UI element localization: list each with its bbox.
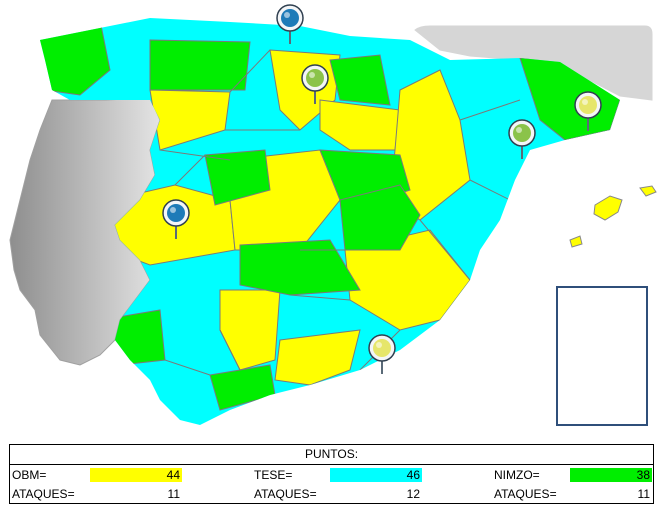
player-obm-points: 44 (90, 468, 182, 482)
player-nimzo-attacks-label: ATAQUES= (494, 487, 557, 501)
player-nimzo-points: 38 (570, 468, 652, 482)
player-tese-points: 46 (330, 468, 422, 482)
balearic-mallorca (593, 195, 623, 221)
province-yellow (274, 329, 361, 386)
marker-yellow-pin[interactable] (574, 91, 602, 131)
balearic-menorca (639, 185, 657, 197)
player-nimzo-attacks: 11 (637, 487, 650, 501)
player-obm-attacks: 11 (167, 487, 180, 501)
marker-yellow-pin[interactable] (368, 334, 396, 374)
province-green (329, 54, 391, 106)
balearic-ibiza (569, 235, 583, 248)
scoreboard-panel: PUNTOS: OBM= 44 ATAQUES= 11 TESE= 46 ATA… (9, 444, 654, 504)
scoreboard-divider (10, 464, 653, 465)
canary-islands-inset-frame (556, 286, 648, 426)
player-tese-label: TESE= (254, 468, 293, 482)
player-obm-attacks-label: ATAQUES= (12, 487, 75, 501)
marker-blue-pin[interactable] (276, 4, 304, 44)
marker-green-pin[interactable] (508, 119, 536, 159)
player-tese-attacks: 12 (406, 487, 420, 501)
spain-map (9, 4, 657, 425)
player-tese-attacks-label: ATAQUES= (254, 487, 317, 501)
province-green (339, 184, 421, 251)
scoreboard-title: PUNTOS: (304, 447, 359, 461)
province-green (204, 149, 271, 206)
province-yellow (319, 99, 401, 151)
player-nimzo-label: NIMZO= (494, 468, 540, 482)
province-green (239, 239, 361, 296)
france-region (414, 25, 653, 101)
province-green (149, 39, 251, 91)
marker-green-pin[interactable] (301, 64, 329, 104)
marker-blue-pin[interactable] (162, 199, 190, 239)
player-obm-label: OBM= (12, 468, 47, 482)
